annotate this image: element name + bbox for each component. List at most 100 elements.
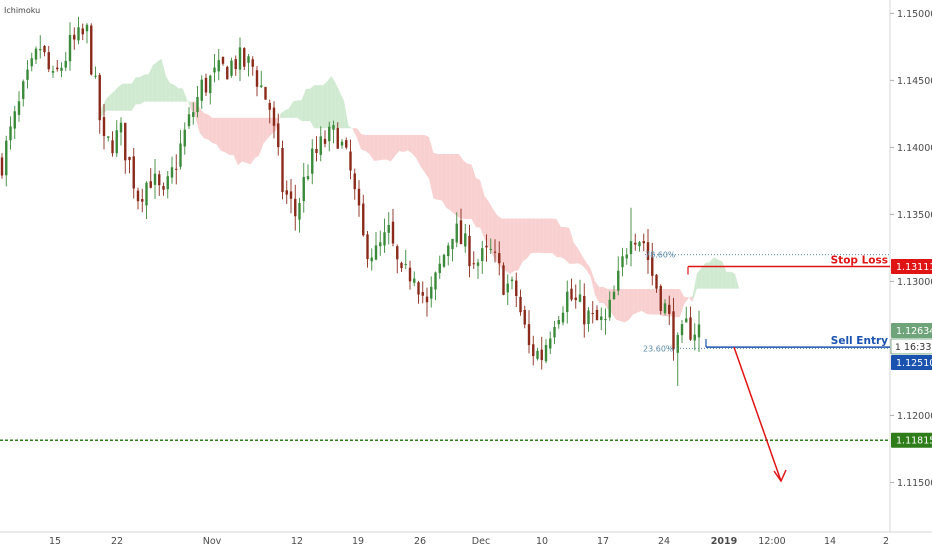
candle	[98, 73, 101, 134]
cloud-segment	[301, 88, 306, 122]
candle	[17, 91, 21, 122]
candle	[230, 57, 233, 78]
cloud-segment	[135, 77, 141, 105]
cloud-segment	[582, 255, 587, 270]
candle-body	[421, 292, 424, 296]
candle-body	[625, 254, 628, 259]
candle	[379, 230, 382, 256]
candle	[179, 129, 182, 170]
candle-body	[332, 125, 335, 130]
candle-body	[417, 282, 420, 295]
candle-body	[200, 79, 203, 101]
candle	[608, 291, 611, 321]
candle-body	[68, 34, 72, 62]
cloud-segment	[645, 289, 651, 315]
candle-body	[400, 262, 403, 269]
cloud-segment	[726, 271, 731, 289]
candle	[277, 113, 280, 156]
candle	[73, 27, 76, 50]
candle	[124, 122, 127, 174]
fib-lower-label: 23.60%	[643, 344, 674, 353]
candle	[621, 247, 624, 277]
cloud-segment	[446, 154, 451, 211]
candle	[332, 120, 335, 144]
cloud-segment	[322, 81, 328, 129]
candle	[345, 137, 348, 150]
cloud-segment	[161, 58, 166, 102]
cloud-segment	[713, 257, 719, 289]
candle-body	[464, 233, 467, 247]
candle	[680, 320, 684, 343]
candle	[268, 99, 271, 124]
cloud-segment	[535, 218, 540, 253]
candle-body	[604, 318, 607, 321]
candle-body	[587, 310, 590, 325]
cloud-segment	[590, 268, 595, 295]
candle-body	[60, 67, 63, 71]
x-tick-label: 15	[49, 536, 61, 547]
x-tick-label: 26	[414, 536, 426, 547]
candle	[370, 248, 373, 271]
time-axis[interactable]: 15 22 Nov 12 19 26 Dec 10 17 24 2019 12:00 14 2	[49, 536, 889, 547]
cloud-segment	[514, 218, 519, 272]
candle	[162, 182, 165, 196]
cloud-segment	[480, 180, 485, 239]
candle	[47, 45, 50, 73]
candle	[629, 207, 633, 267]
candle	[408, 260, 412, 290]
candle-body	[255, 70, 259, 87]
candle	[64, 51, 67, 71]
candle-body	[612, 291, 616, 300]
y-tick-label: 1.12000	[897, 411, 932, 422]
candle-body	[425, 296, 429, 303]
candle-body	[532, 344, 535, 357]
candle	[315, 136, 318, 162]
candle-body	[145, 182, 148, 206]
sell-entry-price-badge[interactable]	[891, 354, 932, 370]
candle-body	[298, 202, 301, 220]
cloud-segment	[599, 287, 604, 304]
cloud-segment	[641, 289, 646, 314]
candle	[668, 295, 671, 326]
x-tick-label: 12:00	[758, 536, 785, 547]
candle-body	[442, 254, 446, 267]
sell-entry-label: Sell Entry	[831, 335, 888, 347]
candle-body	[430, 286, 433, 299]
candle-body	[345, 140, 348, 148]
candle-body	[81, 28, 84, 35]
current-price-badge[interactable]	[891, 322, 932, 338]
candle	[659, 284, 662, 315]
candle	[672, 297, 675, 361]
candle-body	[689, 317, 692, 340]
candle-body	[26, 69, 29, 80]
candle-body	[557, 320, 560, 325]
cloud-segment	[454, 154, 459, 218]
candle-body	[264, 86, 267, 100]
cloud-segment	[429, 137, 434, 199]
candle	[9, 116, 12, 150]
cloud-segment	[339, 92, 345, 129]
cloud-segment	[467, 163, 472, 220]
candle	[311, 139, 314, 185]
cloud-segment	[433, 152, 438, 200]
target-price-badge[interactable]	[891, 432, 932, 448]
stop-loss-price-badge[interactable]	[891, 259, 932, 275]
candle	[149, 168, 152, 189]
cloud-segment	[331, 75, 336, 129]
candle-body	[170, 167, 174, 178]
cloud-segment	[565, 227, 570, 264]
candle-body	[383, 232, 386, 246]
cloud-segment	[178, 88, 183, 102]
candle	[447, 242, 450, 266]
projection-arrow[interactable]	[733, 346, 787, 483]
cloud-segment	[450, 154, 455, 215]
candle-body	[34, 48, 38, 60]
cloud-segment	[654, 289, 659, 315]
cloud-segment	[407, 135, 413, 154]
candle-body	[685, 318, 688, 323]
cloud-segment	[174, 84, 179, 102]
cloud-segment	[556, 219, 561, 258]
cloud-segment	[293, 100, 298, 118]
candle-body	[323, 138, 327, 144]
